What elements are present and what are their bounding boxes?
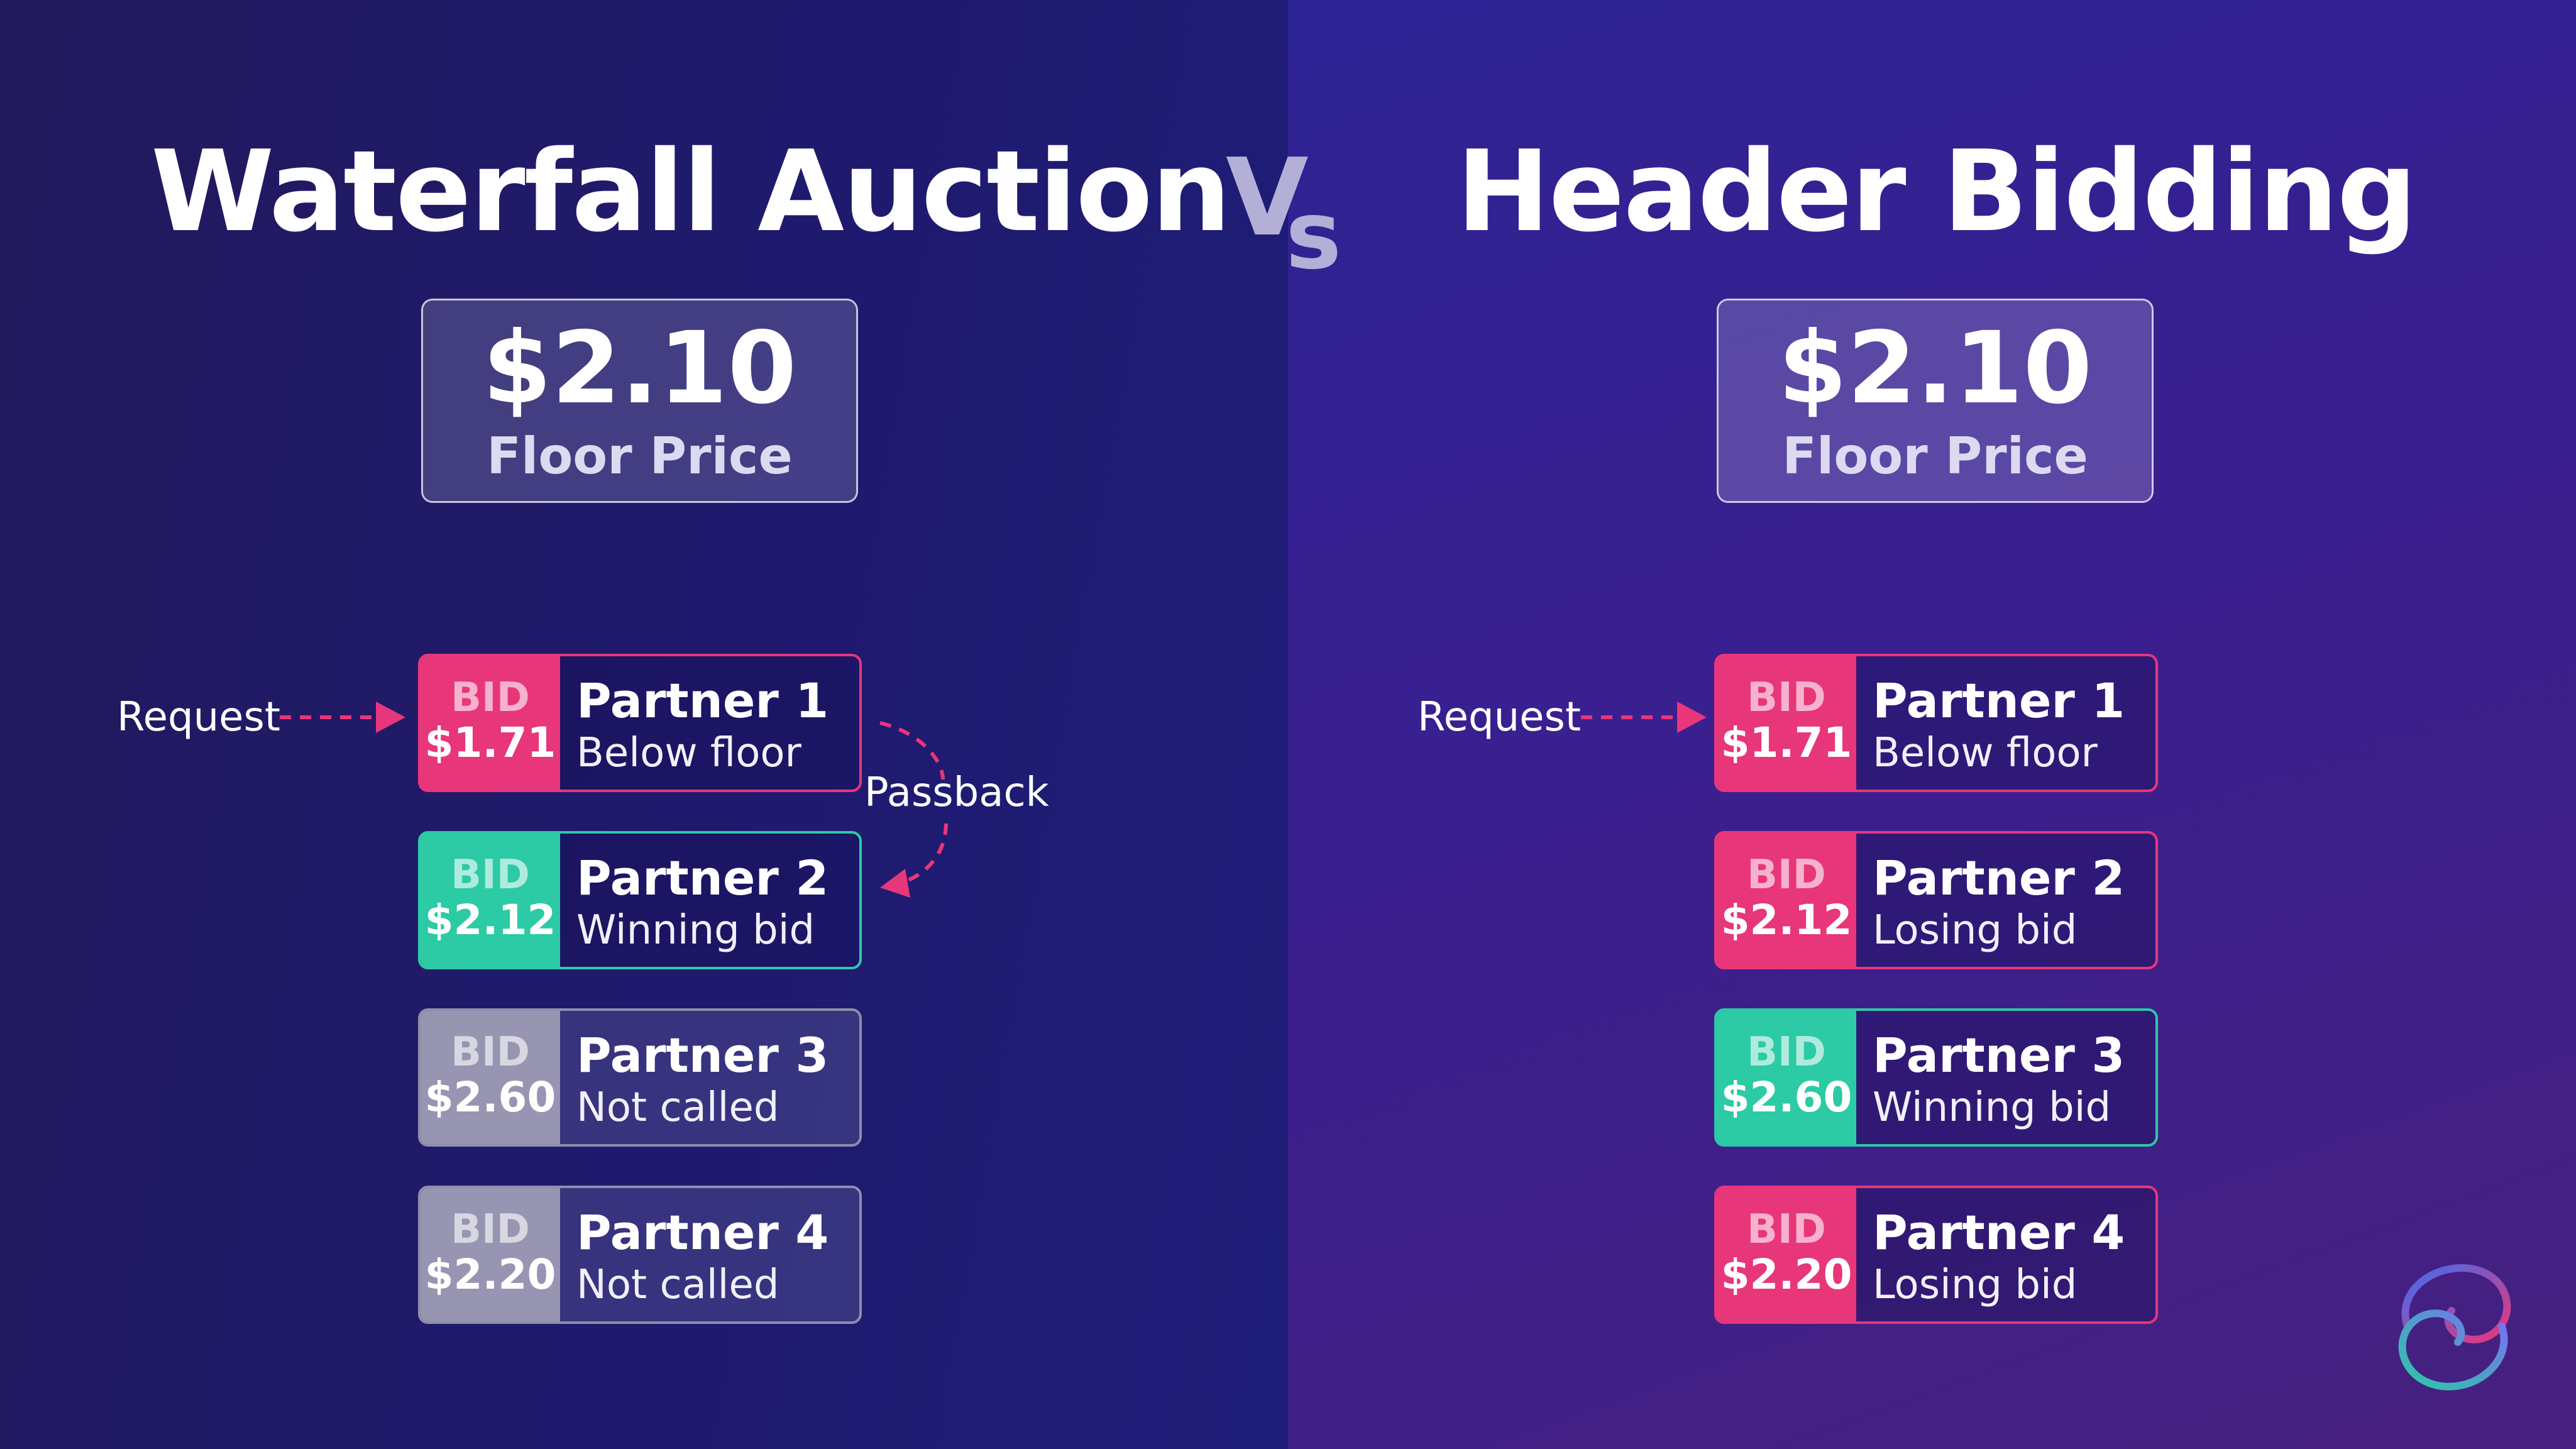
versus-mark: V s bbox=[1219, 135, 1364, 290]
bid-label: BID bbox=[451, 852, 530, 898]
partner-name: Partner 3 bbox=[1873, 1027, 2125, 1083]
partner-name: Partner 2 bbox=[576, 850, 829, 906]
floor-price-label: Floor Price bbox=[1782, 427, 2088, 485]
partner-status: Losing bid bbox=[1873, 907, 2078, 954]
partner-name: Partner 4 bbox=[1873, 1204, 2125, 1260]
partner-status: Losing bid bbox=[1873, 1262, 2078, 1308]
bid-badge: BID $2.12 bbox=[1717, 834, 1856, 967]
waterfall-partner-1-card: BID $1.71 Partner 1 Below floor bbox=[418, 654, 862, 792]
waterfall-request-arrow bbox=[280, 702, 405, 733]
waterfall-partner-2-card: BID $2.12 Partner 2 Winning bid bbox=[418, 831, 862, 969]
bid-label: BID bbox=[451, 675, 530, 721]
bid-badge: BID $1.71 bbox=[1717, 656, 1856, 790]
floor-price-value: $2.10 bbox=[482, 311, 797, 426]
bid-badge: BID $2.60 bbox=[421, 1011, 560, 1144]
partner-name: Partner 3 bbox=[576, 1027, 829, 1083]
passback-label: Passback bbox=[864, 769, 1049, 816]
partner-status: Below floor bbox=[576, 730, 801, 776]
partner-status: Winning bid bbox=[1873, 1084, 2111, 1131]
partner-name: Partner 4 bbox=[576, 1204, 829, 1260]
bid-badge: BID $2.60 bbox=[1717, 1011, 1856, 1144]
bid-badge: BID $1.71 bbox=[421, 656, 560, 790]
bid-label: BID bbox=[451, 1206, 530, 1253]
waterfall-partner-4-card: BID $2.20 Partner 4 Not called bbox=[418, 1186, 862, 1324]
bid-amount: $2.60 bbox=[424, 1073, 556, 1121]
partner-status: Not called bbox=[576, 1262, 779, 1308]
interlocking-rings-logo-icon bbox=[2398, 1264, 2511, 1391]
partner-name: Partner 1 bbox=[576, 673, 829, 729]
bid-amount: $2.12 bbox=[1720, 896, 1852, 944]
waterfall-title: Waterfall Auction bbox=[151, 126, 1231, 256]
header-bidding-request-arrow bbox=[1581, 702, 1707, 733]
waterfall-panel bbox=[0, 0, 1288, 1449]
partner-status: Winning bid bbox=[576, 907, 815, 954]
header-bidding-panel bbox=[1288, 0, 2576, 1449]
bid-amount: $2.20 bbox=[424, 1250, 556, 1299]
bid-badge: BID $2.20 bbox=[1717, 1188, 1856, 1321]
floor-price-value: $2.10 bbox=[1778, 311, 2093, 426]
header-bidding-partner-2-card: BID $2.12 Partner 2 Losing bid bbox=[1714, 831, 2158, 969]
bid-amount: $1.71 bbox=[424, 719, 556, 767]
bid-amount: $2.12 bbox=[424, 896, 556, 944]
bid-badge: BID $2.20 bbox=[421, 1188, 560, 1321]
bid-badge: BID $2.12 bbox=[421, 834, 560, 967]
header-bidding-floor-price-box: $2.10 Floor Price bbox=[1717, 299, 2154, 503]
waterfall-partner-3-card: BID $2.60 Partner 3 Not called bbox=[418, 1008, 862, 1147]
waterfall-request-label: Request bbox=[117, 694, 280, 741]
partner-name: Partner 2 bbox=[1873, 850, 2125, 906]
header-bidding-partner-3-card: BID $2.60 Partner 3 Winning bid bbox=[1714, 1008, 2158, 1147]
bid-amount: $1.71 bbox=[1720, 719, 1852, 767]
header-bidding-title: Header Bidding bbox=[1456, 126, 2417, 256]
header-bidding-request-label: Request bbox=[1417, 694, 1581, 741]
floor-price-label: Floor Price bbox=[487, 427, 793, 485]
bid-label: BID bbox=[1747, 1206, 1826, 1253]
waterfall-floor-price-box: $2.10 Floor Price bbox=[421, 299, 858, 503]
partner-status: Below floor bbox=[1873, 730, 2098, 776]
partner-status: Not called bbox=[576, 1084, 779, 1131]
header-bidding-partner-4-card: BID $2.20 Partner 4 Losing bid bbox=[1714, 1186, 2158, 1324]
versus-v: V bbox=[1226, 136, 1309, 260]
bid-amount: $2.60 bbox=[1720, 1073, 1852, 1121]
versus-s: s bbox=[1285, 181, 1342, 290]
bid-label: BID bbox=[1747, 852, 1826, 898]
bid-amount: $2.20 bbox=[1720, 1250, 1852, 1299]
partner-name: Partner 1 bbox=[1873, 673, 2125, 729]
header-bidding-partner-1-card: BID $1.71 Partner 1 Below floor bbox=[1714, 654, 2158, 792]
bid-label: BID bbox=[1747, 1029, 1826, 1076]
bid-label: BID bbox=[1747, 675, 1826, 721]
passback-arrow bbox=[879, 721, 948, 898]
bid-label: BID bbox=[451, 1029, 530, 1076]
